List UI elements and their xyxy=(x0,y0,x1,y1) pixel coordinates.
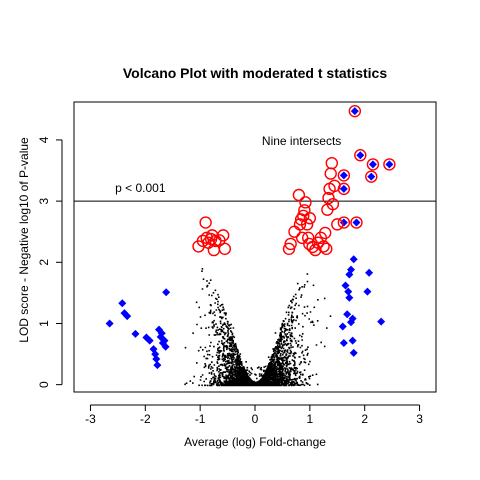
circle-point xyxy=(284,237,297,251)
y-tick-label: 4 xyxy=(37,136,51,143)
threshold-label: p < 0.001 xyxy=(115,181,166,195)
circle-point xyxy=(325,156,338,170)
diamond-point xyxy=(339,184,348,193)
chart-title: Volcano Plot with moderated t statistics xyxy=(123,65,387,81)
diamond-point xyxy=(105,319,114,328)
fold-change-series xyxy=(105,107,394,370)
significant-series xyxy=(192,104,396,257)
diamond-point xyxy=(385,160,394,169)
circle-point xyxy=(320,242,333,256)
circle-point xyxy=(295,231,309,245)
diamond-point xyxy=(348,314,357,323)
diamond-point xyxy=(145,336,154,345)
circle-point xyxy=(292,188,306,202)
circle-point xyxy=(218,242,232,256)
circle-point xyxy=(317,240,330,253)
y-axis-label: LOD score - Negative log10 of P-value xyxy=(17,137,31,343)
diamond-point xyxy=(123,312,132,321)
diamond-point xyxy=(343,310,352,319)
diamond-point xyxy=(341,281,350,290)
circle-point xyxy=(300,218,314,231)
circle-point xyxy=(366,158,380,171)
diamond-point xyxy=(157,329,166,338)
x-tick-label: 2 xyxy=(361,412,368,426)
circle-point xyxy=(303,212,317,225)
circle-point xyxy=(319,226,332,240)
diamond-point xyxy=(365,268,374,277)
axes-group: -3 -2 -1 0 1 2 3 0 1 2 3 4 xyxy=(37,136,423,426)
annotation-label: Nine intersects xyxy=(262,134,341,148)
diamond-point xyxy=(161,342,170,351)
circle-point xyxy=(196,234,210,248)
y-tick-label: 3 xyxy=(37,197,51,204)
annotations-group: p < 0.001 Nine intersects xyxy=(115,134,341,195)
circle-point xyxy=(216,229,230,242)
circle-point xyxy=(322,191,335,205)
diamond-point xyxy=(118,299,127,308)
circle-point xyxy=(365,170,378,183)
x-tick-label: -2 xyxy=(140,412,151,426)
circle-point xyxy=(337,182,351,196)
circle-point xyxy=(326,197,340,211)
y-axis: 0 1 2 3 4 xyxy=(37,136,63,388)
circle-point xyxy=(383,158,396,171)
x-tick-label: 0 xyxy=(252,412,259,426)
x-tick-label: -1 xyxy=(195,412,206,426)
circle-point xyxy=(354,149,367,162)
diamond-point xyxy=(339,171,348,180)
circle-point xyxy=(299,196,312,209)
x-axis: -3 -2 -1 0 1 2 3 xyxy=(85,404,423,426)
diamond-point xyxy=(352,218,361,227)
plot-frame-group xyxy=(73,101,437,393)
diamond-point xyxy=(152,354,161,363)
diamond-point xyxy=(344,287,353,296)
diamond-point xyxy=(153,361,162,370)
point-cloud xyxy=(184,268,332,387)
diamond-point xyxy=(377,317,386,326)
diamond-point xyxy=(345,293,354,302)
diamond-point xyxy=(160,336,169,345)
diamond-point xyxy=(131,329,140,338)
diamond-point xyxy=(162,288,171,297)
diamond-point xyxy=(338,322,347,331)
diamond-point xyxy=(346,265,355,274)
diamond-point xyxy=(339,339,348,348)
highlighted-points xyxy=(105,104,396,370)
y-tick-label: 2 xyxy=(37,259,51,266)
diamond-point xyxy=(350,107,359,116)
diamond-point xyxy=(363,287,372,296)
circle-point xyxy=(337,169,351,182)
x-axis-label: Average (log) Fold-change xyxy=(184,435,326,449)
circle-point xyxy=(350,216,363,229)
circle-point xyxy=(199,216,212,229)
y-tick-label: 0 xyxy=(37,381,51,388)
circle-point xyxy=(348,104,362,118)
circle-point xyxy=(293,218,307,231)
diamond-point xyxy=(349,348,358,357)
circle-point xyxy=(331,218,344,231)
diamond-point xyxy=(368,160,377,169)
x-tick-label: -3 xyxy=(85,412,96,426)
circle-point xyxy=(337,216,351,229)
null-point-cloud xyxy=(184,268,332,387)
diamond-point xyxy=(356,151,365,160)
circle-point xyxy=(282,242,296,256)
plot-frame xyxy=(73,101,437,393)
diamond-point xyxy=(348,336,357,345)
diamond-point xyxy=(367,172,376,181)
x-tick-label: 3 xyxy=(416,412,423,426)
y-tick-label: 1 xyxy=(37,320,51,327)
x-tick-label: 1 xyxy=(307,412,314,426)
diamond-point xyxy=(349,255,358,264)
